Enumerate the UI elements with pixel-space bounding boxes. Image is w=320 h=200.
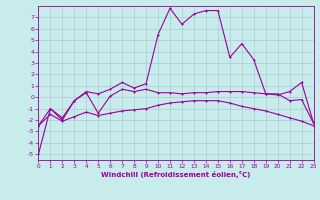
X-axis label: Windchill (Refroidissement éolien,°C): Windchill (Refroidissement éolien,°C) [101,171,251,178]
